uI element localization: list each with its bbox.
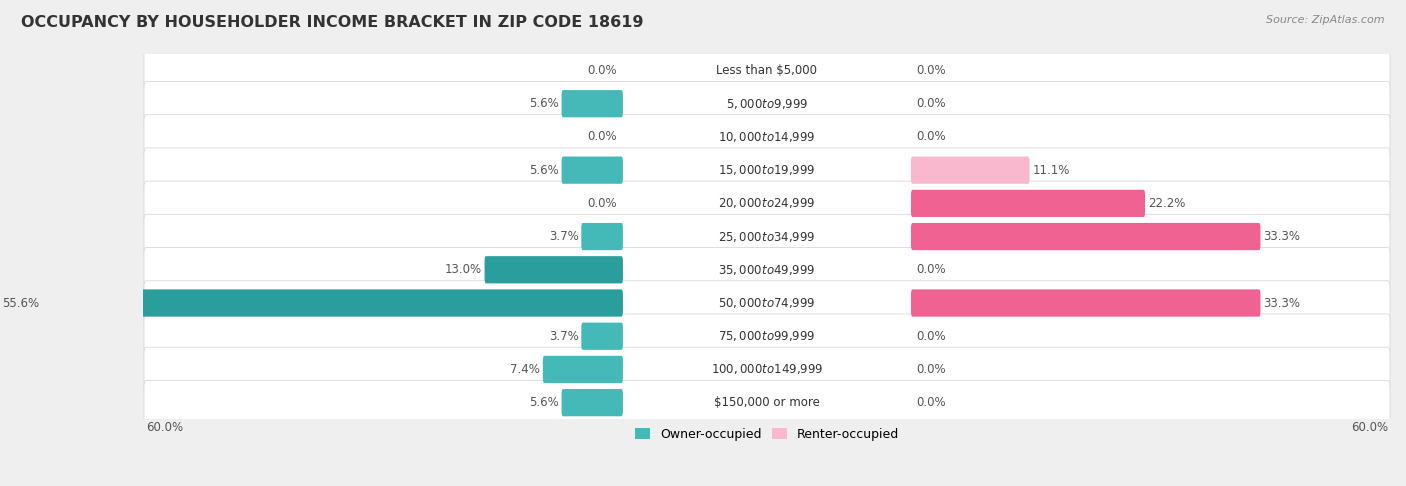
FancyBboxPatch shape [911,223,1260,250]
FancyBboxPatch shape [143,381,1391,425]
Text: 0.0%: 0.0% [917,130,946,143]
Text: 0.0%: 0.0% [917,263,946,277]
Text: 5.6%: 5.6% [529,396,560,409]
Text: $75,000 to $99,999: $75,000 to $99,999 [718,329,815,343]
Text: 0.0%: 0.0% [588,64,617,77]
Text: 7.4%: 7.4% [510,363,540,376]
Text: 0.0%: 0.0% [588,130,617,143]
FancyBboxPatch shape [143,281,1391,325]
Text: 0.0%: 0.0% [588,197,617,210]
Text: $100,000 to $149,999: $100,000 to $149,999 [711,363,823,377]
Text: Less than $5,000: Less than $5,000 [717,64,817,77]
FancyBboxPatch shape [485,256,623,283]
Text: 0.0%: 0.0% [917,396,946,409]
FancyBboxPatch shape [911,190,1144,217]
Text: Source: ZipAtlas.com: Source: ZipAtlas.com [1267,15,1385,25]
FancyBboxPatch shape [143,347,1391,392]
FancyBboxPatch shape [543,356,623,383]
FancyBboxPatch shape [143,181,1391,226]
Text: 0.0%: 0.0% [917,97,946,110]
Text: 33.3%: 33.3% [1263,230,1301,243]
Text: 5.6%: 5.6% [529,164,560,176]
Text: 13.0%: 13.0% [444,263,482,277]
Text: 22.2%: 22.2% [1147,197,1185,210]
FancyBboxPatch shape [581,323,623,350]
Text: $50,000 to $74,999: $50,000 to $74,999 [718,296,815,310]
Text: 33.3%: 33.3% [1263,296,1301,310]
Text: 3.7%: 3.7% [548,230,579,243]
FancyBboxPatch shape [143,82,1391,126]
Text: $35,000 to $49,999: $35,000 to $49,999 [718,263,815,277]
FancyBboxPatch shape [143,314,1391,359]
FancyBboxPatch shape [143,148,1391,192]
Text: 60.0%: 60.0% [1351,421,1388,434]
Text: 60.0%: 60.0% [146,421,183,434]
Text: 0.0%: 0.0% [917,64,946,77]
Text: $20,000 to $24,999: $20,000 to $24,999 [718,196,815,210]
FancyBboxPatch shape [143,214,1391,259]
FancyBboxPatch shape [561,90,623,117]
Legend: Owner-occupied, Renter-occupied: Owner-occupied, Renter-occupied [630,423,904,446]
FancyBboxPatch shape [561,389,623,417]
FancyBboxPatch shape [143,48,1391,93]
FancyBboxPatch shape [143,115,1391,159]
Text: $150,000 or more: $150,000 or more [714,396,820,409]
Text: $25,000 to $34,999: $25,000 to $34,999 [718,229,815,243]
Text: 3.7%: 3.7% [548,330,579,343]
FancyBboxPatch shape [581,223,623,250]
Text: $5,000 to $9,999: $5,000 to $9,999 [725,97,808,111]
FancyBboxPatch shape [561,156,623,184]
FancyBboxPatch shape [143,247,1391,292]
FancyBboxPatch shape [911,289,1260,316]
Text: $15,000 to $19,999: $15,000 to $19,999 [718,163,815,177]
Text: 55.6%: 55.6% [1,296,39,310]
FancyBboxPatch shape [42,289,623,316]
Text: 5.6%: 5.6% [529,97,560,110]
Text: 11.1%: 11.1% [1032,164,1070,176]
Text: $10,000 to $14,999: $10,000 to $14,999 [718,130,815,144]
FancyBboxPatch shape [911,156,1029,184]
Text: 0.0%: 0.0% [917,363,946,376]
Text: OCCUPANCY BY HOUSEHOLDER INCOME BRACKET IN ZIP CODE 18619: OCCUPANCY BY HOUSEHOLDER INCOME BRACKET … [21,15,644,30]
Text: 0.0%: 0.0% [917,330,946,343]
